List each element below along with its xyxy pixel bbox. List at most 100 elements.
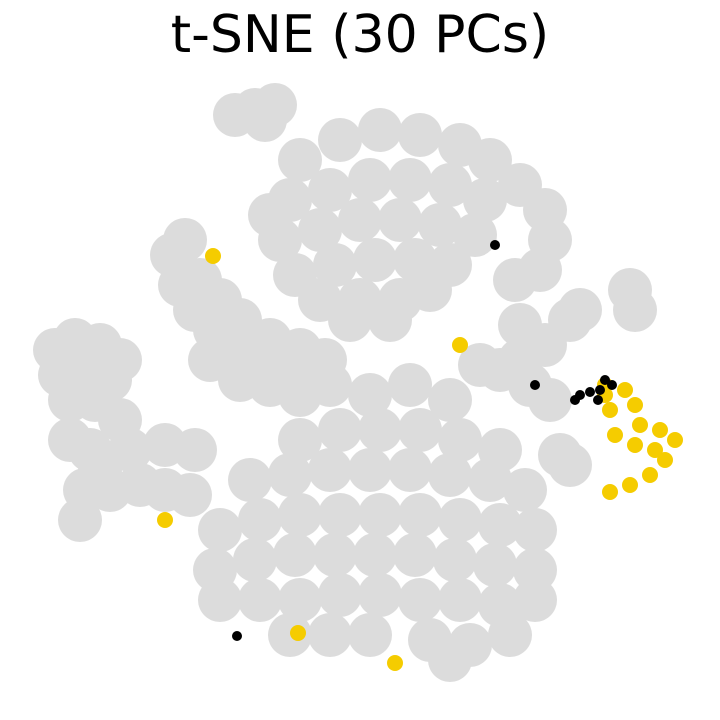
point	[490, 240, 500, 250]
point	[617, 382, 633, 398]
point	[667, 432, 683, 448]
point	[602, 402, 618, 418]
point	[478, 503, 522, 547]
point	[602, 484, 618, 500]
point	[453, 213, 497, 257]
chart-title: t-SNE (30 PCs)	[171, 5, 549, 65]
point	[607, 380, 617, 390]
point	[157, 512, 173, 528]
point	[503, 468, 547, 512]
point	[388, 158, 432, 202]
point	[398, 408, 442, 452]
point	[243, 98, 287, 142]
point	[278, 578, 322, 622]
point	[228, 458, 272, 502]
point	[348, 158, 392, 202]
point	[627, 437, 643, 453]
point	[458, 343, 502, 387]
point	[607, 427, 623, 443]
point	[368, 298, 412, 342]
point	[168, 473, 212, 517]
point	[473, 543, 517, 587]
point	[348, 613, 392, 657]
point	[398, 493, 442, 537]
point	[438, 418, 482, 462]
point	[173, 428, 217, 472]
point	[58, 498, 102, 542]
point	[268, 453, 312, 497]
plot-area	[33, 83, 683, 682]
point	[313, 533, 357, 577]
point	[652, 422, 668, 438]
point	[513, 508, 557, 552]
point	[163, 218, 207, 262]
point	[358, 108, 402, 152]
point	[388, 363, 432, 407]
point	[593, 395, 603, 405]
point	[353, 238, 397, 282]
point	[318, 573, 362, 617]
point	[358, 408, 402, 452]
point	[530, 380, 540, 390]
point	[398, 113, 442, 157]
point	[627, 397, 643, 413]
point	[613, 288, 657, 332]
point	[278, 373, 322, 417]
point	[642, 467, 658, 483]
point	[498, 338, 542, 382]
point	[318, 493, 362, 537]
point	[308, 613, 352, 657]
point	[647, 442, 663, 458]
point	[268, 613, 312, 657]
point	[632, 417, 648, 433]
point	[232, 631, 242, 641]
point	[408, 268, 452, 312]
point	[328, 298, 372, 342]
point	[657, 452, 673, 468]
point	[278, 138, 322, 182]
point	[528, 378, 572, 422]
point	[378, 198, 422, 242]
point	[488, 613, 532, 657]
point	[198, 578, 242, 622]
point	[428, 453, 472, 497]
point	[338, 198, 382, 242]
point	[358, 573, 402, 617]
point	[238, 498, 282, 542]
point	[493, 258, 537, 302]
point	[388, 448, 432, 492]
point	[428, 638, 472, 682]
point	[622, 477, 638, 493]
point	[318, 408, 362, 452]
point	[298, 208, 342, 252]
point	[348, 373, 392, 417]
point	[452, 337, 468, 353]
point	[278, 418, 322, 462]
point	[575, 390, 585, 400]
point	[428, 163, 472, 207]
point	[278, 493, 322, 537]
point	[98, 398, 142, 442]
point	[438, 498, 482, 542]
point	[303, 338, 347, 382]
point	[290, 625, 306, 641]
point	[318, 118, 362, 162]
point	[393, 533, 437, 577]
point	[398, 578, 442, 622]
point	[238, 578, 282, 622]
point	[273, 533, 317, 577]
point	[585, 387, 595, 397]
point	[513, 578, 557, 622]
point	[468, 138, 512, 182]
point	[600, 375, 610, 385]
point	[463, 178, 507, 222]
point	[468, 458, 512, 502]
point	[418, 203, 462, 247]
point	[595, 385, 605, 395]
point	[387, 655, 403, 671]
point	[248, 193, 292, 237]
point	[205, 248, 221, 264]
point	[233, 538, 277, 582]
point	[313, 243, 357, 287]
